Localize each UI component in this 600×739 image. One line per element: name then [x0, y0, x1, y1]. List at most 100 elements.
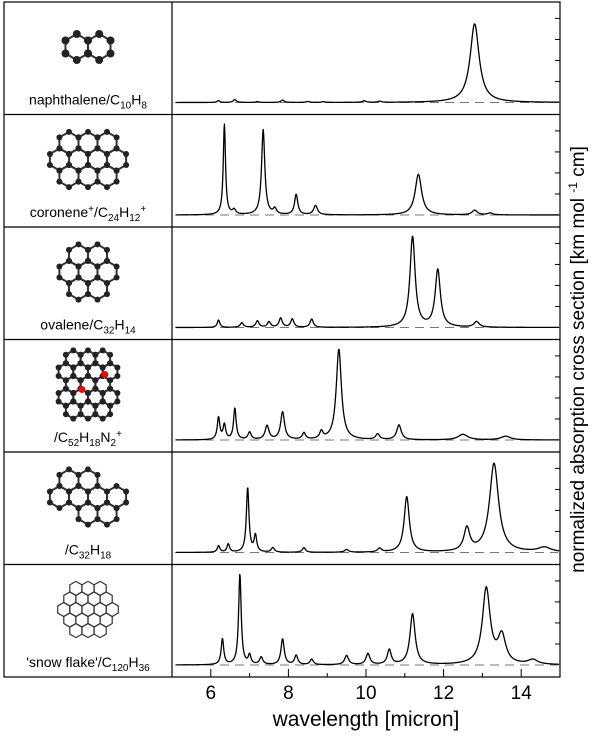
benzene-ring: [99, 612, 113, 628]
label-part: /C: [94, 204, 108, 220]
label-part: +: [140, 204, 146, 215]
benzene-ring: [63, 612, 77, 628]
carbon-atom: [61, 36, 70, 45]
carbon-atom: [106, 36, 115, 45]
carbon-atom: [56, 178, 63, 185]
y-axis-title: normalized absorption cross section [km …: [566, 146, 589, 573]
carbon-atom: [75, 274, 82, 281]
label-part: 10: [120, 101, 132, 112]
spectrum-line-3: [175, 235, 560, 329]
carbon-atom: [107, 411, 114, 418]
carbon-atom: [95, 56, 104, 64]
carbon-atom: [75, 241, 82, 248]
carbon-atom: [104, 521, 110, 528]
x-axis-title: wavelength [micron]: [272, 708, 460, 731]
carbon-atom: [113, 483, 120, 489]
carbon-atom: [104, 151, 110, 157]
carbon-atom: [75, 505, 82, 512]
label-part: 52: [68, 438, 80, 449]
molecule-label-2: coronene+​/C24​H12+: [30, 204, 147, 224]
benzene-ring: [68, 276, 89, 301]
benzene-ring: [77, 468, 99, 493]
label-part: 18: [100, 551, 112, 562]
label-part: +: [116, 429, 122, 440]
spectrum-panel-1: naphthalene/C10​H8: [29, 17, 560, 112]
carbon-atom: [85, 347, 91, 354]
carbon-atom: [66, 162, 72, 169]
carbon-atom: [75, 134, 82, 141]
carbon-atom: [70, 364, 77, 371]
carbon-atom: [94, 516, 101, 523]
label-part: 8: [141, 101, 147, 112]
y-axis-title-main: normalized absorption cross section [km …: [568, 198, 589, 573]
label-part: 18: [89, 438, 101, 449]
carbon-atom: [85, 390, 91, 396]
spectrum-panel-2: coronene+​/C24​H12+: [4, 113, 560, 224]
benzene-ring: [87, 276, 108, 301]
carbon-atom: [62, 360, 69, 367]
carbon-atom: [104, 280, 110, 287]
carbon-atom: [85, 258, 91, 264]
carbon-atom: [61, 49, 70, 58]
carbon-atom: [75, 482, 82, 489]
carbon-atom: [85, 128, 91, 135]
molecule-label-5: /C32​H18: [65, 542, 112, 562]
carbon-atom: [107, 351, 114, 358]
carbon-atom: [55, 373, 62, 379]
label-part: 12: [129, 213, 141, 224]
carbon-atom: [85, 162, 91, 169]
x-tick-label: 6: [206, 683, 217, 704]
label-part: H: [114, 317, 124, 333]
carbon-atom: [99, 398, 106, 405]
carbon-atom: [62, 402, 69, 409]
label-part: 32: [79, 551, 91, 562]
carbon-atom: [56, 482, 63, 489]
carbon-atom: [114, 390, 121, 396]
carbon-atom: [85, 488, 91, 495]
carbon-atom: [56, 471, 63, 478]
carbon-atom: [104, 291, 110, 298]
carbon-atom: [94, 167, 101, 174]
carbon-atom: [70, 390, 77, 396]
x-tick-label: 12: [433, 683, 454, 704]
spectrum-panel-5: /C32​H18: [4, 451, 560, 562]
carbon-atom: [62, 351, 69, 358]
carbon-atom: [77, 377, 84, 384]
carbon-atom: [55, 398, 62, 405]
carbon-atom: [46, 162, 53, 168]
benzene-ring: [58, 468, 80, 493]
carbon-atom: [62, 377, 69, 384]
x-axis: 6 8 10 12 14: [171, 669, 561, 704]
carbon-atom: [94, 241, 101, 248]
label-part: /C: [54, 429, 68, 445]
carbon-atom: [107, 360, 114, 367]
carbon-atom: [95, 30, 104, 38]
spectra-panels: naphthalene/C10​H8 coronene+​/C24​H12+ ova…: [4, 2, 560, 677]
label-part: 120: [112, 663, 129, 674]
carbon-atom: [46, 488, 53, 495]
carbon-atom: [104, 258, 110, 264]
carbon-atom: [113, 134, 120, 141]
carbon-atom: [99, 390, 106, 396]
spectrum-panel-6: 'snow flake'/C120​H36: [4, 563, 560, 674]
molecule-structure-1: [61, 30, 115, 64]
carbon-atom: [55, 364, 62, 371]
carbon-atom: [46, 499, 53, 506]
carbon-atom: [114, 398, 121, 405]
carbon-atom: [94, 505, 101, 512]
carbon-atom: [114, 373, 121, 379]
label-part: 14: [125, 326, 137, 337]
carbon-atom: [92, 351, 99, 358]
carbon-atom: [77, 360, 84, 367]
plot-frame: [3, 1, 561, 678]
carbon-atom: [113, 516, 120, 523]
carbon-atom: [107, 385, 114, 392]
carbon-atom: [66, 246, 72, 253]
x-tick-label: 10: [355, 683, 376, 704]
x-tick-label: 14: [511, 683, 533, 704]
carbon-atom: [84, 36, 92, 45]
carbon-atom: [113, 505, 120, 512]
carbon-atom: [70, 373, 77, 379]
carbon-atom: [123, 499, 130, 506]
benzene-ring: [99, 591, 113, 607]
